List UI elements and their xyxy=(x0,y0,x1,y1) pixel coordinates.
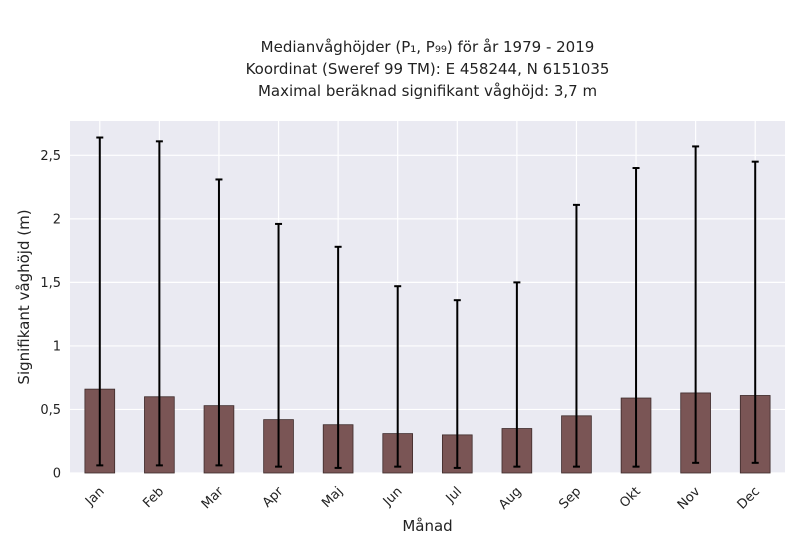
y-tick-labels: 0 0,5 1 1,5 2 2,5 xyxy=(40,149,61,482)
chart-title-line-1: Medianvåghöjder (P₁, P₉₉) för år 1979 - … xyxy=(260,38,595,56)
y-tick-label: 0,5 xyxy=(40,403,61,418)
x-tick-label: Apr xyxy=(260,484,287,511)
x-tick-label: Jun xyxy=(380,484,406,510)
y-tick-label: 0 xyxy=(53,467,61,482)
chart-title-line-3: Maximal beräknad signifikant våghöjd: 3,… xyxy=(257,82,598,100)
y-tick-label: 1,5 xyxy=(40,276,61,291)
plot-background xyxy=(70,121,785,473)
x-tick-label: Jul xyxy=(443,484,465,506)
x-tick-label: Feb xyxy=(140,484,167,511)
x-tick-label: Mar xyxy=(199,484,227,512)
x-tick-label: Aug xyxy=(496,484,525,513)
x-axis-label: Månad xyxy=(402,517,452,535)
x-tick-labels: Jan Feb Mar Apr Maj Jun Jul Aug Sep Okt Nov Dec xyxy=(82,484,763,513)
x-tick-label: Maj xyxy=(319,484,346,511)
chart-title: Medianvåghöjder (P₁, P₉₉) för år 1979 - … xyxy=(0,36,800,102)
y-tick-label: 2,5 xyxy=(40,149,61,164)
x-tick-label: Sep xyxy=(556,484,584,512)
x-tick-label: Jan xyxy=(82,484,107,509)
error-bars xyxy=(96,136,759,469)
x-tick-label: Dec xyxy=(735,484,763,512)
y-axis-label: Signifikant våghöjd (m) xyxy=(15,209,33,384)
y-tick-label: 1 xyxy=(53,339,61,354)
chart-title-line-2: Koordinat (Sweref 99 TM): E 458244, N 61… xyxy=(245,60,610,78)
y-tick-label: 2 xyxy=(53,212,61,227)
x-tick-label: Okt xyxy=(617,484,644,511)
x-tick-label: Nov xyxy=(675,484,704,513)
